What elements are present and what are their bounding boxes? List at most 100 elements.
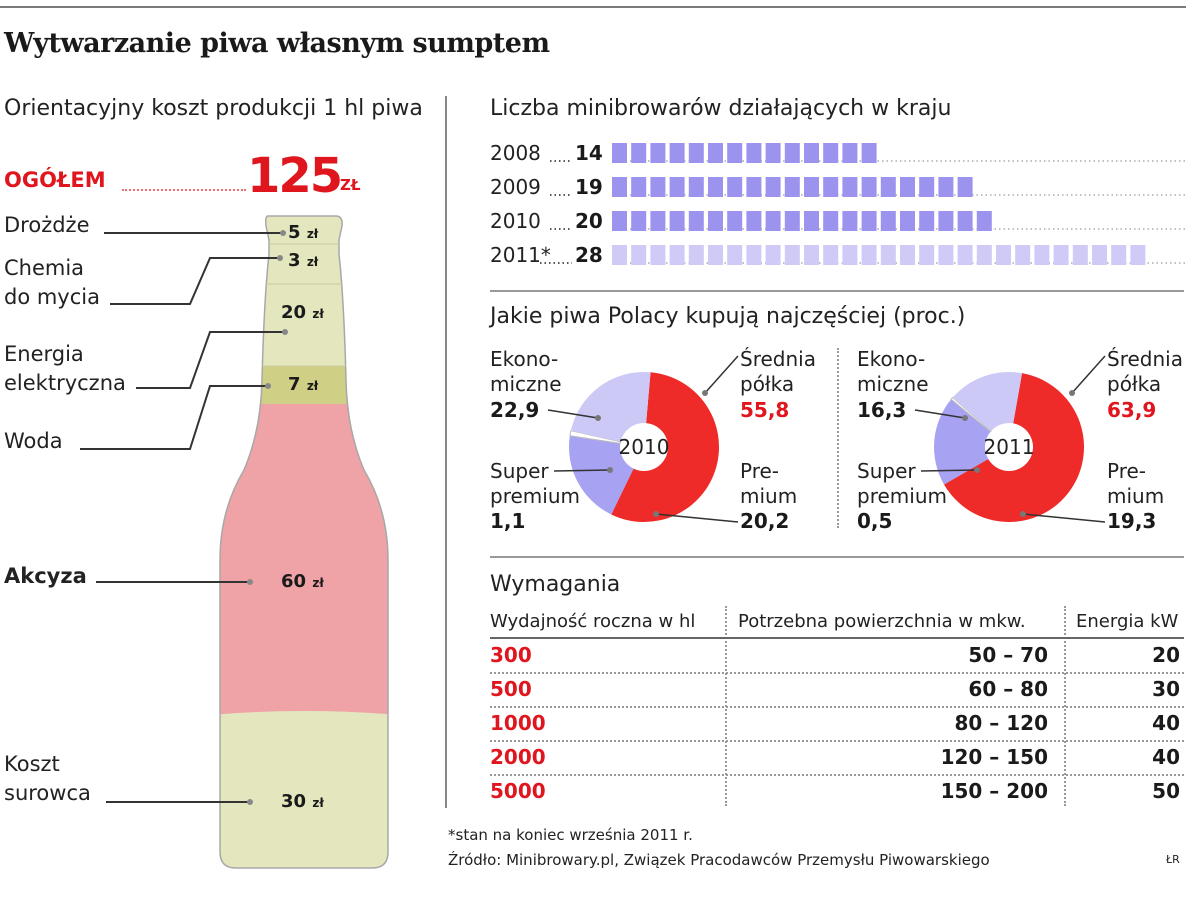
pie-leader-dot [607,467,613,473]
brewery-marker [823,211,839,231]
requirements-subtitle: Wymagania [490,572,621,597]
brewery-marker [880,211,896,231]
total-value: 125 [247,148,343,204]
year-2010: 2010 [490,209,541,233]
value-chemia: 3 zł [288,250,319,271]
table-cell: 50 [1152,779,1180,803]
pie-slice [950,396,992,433]
pie-leader [655,513,739,523]
brewery-marker [919,177,935,197]
brewery-marker [938,211,954,231]
pie2010-eko-label-1: Ekono- [490,347,559,371]
pie2011-sred-label-1: Średnia [1107,347,1183,371]
brewery-marker [631,245,647,265]
pie-slice [569,435,634,515]
brewery-marker [765,245,781,265]
brewery-marker [669,177,685,197]
brewery-marker [957,211,973,231]
brewery-marker [650,211,666,231]
pie-leader [1022,513,1106,523]
table-cell: 30 [1152,677,1180,701]
pie2011-sup-value: 0,5 [857,509,893,533]
value-woda: 7 zł [288,374,319,395]
pie2011-eko-label-1: Ekono- [857,347,926,371]
pie-year-label: 2011 [984,435,1035,459]
value-koszt: 30 zł [281,791,324,812]
pie-divider [837,348,839,528]
pie-leader-dot [1020,511,1026,517]
label-energia-2: elektryczna [4,371,126,395]
table-cell: 150 – 200 [940,779,1048,803]
value-energia: 20 zł [281,302,324,323]
total-label: OGÓŁEM [4,168,106,192]
label-drozdze: Drożdże [4,213,90,237]
brewery-marker [976,245,992,265]
table-cell: 1000 [490,711,546,735]
label-akcyza: Akcyza [4,564,87,588]
label-energia-1: Energia [4,342,84,366]
year-2009: 2009 [490,175,541,199]
brewery-marker [746,245,762,265]
brewery-marker [765,177,781,197]
pie2010-pre-label-2: mium [740,484,798,508]
label-woda: Woda [4,429,63,453]
brewery-marker [708,245,723,265]
brewery-marker [861,211,877,231]
table-row-rule [490,774,1184,776]
brewery-marker [938,245,954,265]
brewery-marker [861,245,877,265]
breweries-subtitle: Liczba minibrowarów działających w kraju [490,96,952,121]
brewery-marker [669,143,685,163]
page-title: Wytwarzanie piwa własnym sumptem [4,28,550,59]
pie-leader-dot [1069,390,1075,396]
cost-subtitle: Orientacyjny koszt produkcji 1 hl piwa [4,96,423,121]
brewery-marker [804,143,819,163]
brewery-marker [746,211,762,231]
table-header-rule [490,637,1184,639]
pie2010-sup-label-1: Super [490,459,549,483]
table-cell: 5000 [490,779,546,803]
brewery-marker [976,211,992,231]
brewery-marker [1130,245,1146,265]
brewery-marker [1111,245,1127,265]
pie-leader-dot [962,415,968,421]
source: Źródło: Minibrowary.pl, Związek Pracodaw… [448,851,990,869]
beer-subtitle: Jakie piwa Polacy kupują najczęściej (pr… [490,304,966,329]
brewery-marker [1072,245,1088,265]
table-row-rule [490,672,1184,674]
brewery-marker [746,177,762,197]
pie-leader-dot [595,415,601,421]
value-drozdze: 5 zł [288,222,319,243]
table-cell: 300 [490,643,532,667]
pie2011-sup-label-1: Super [857,459,916,483]
brewery-marker [631,143,647,163]
brewery-marker [900,211,915,231]
table-cell: 500 [490,677,532,701]
pie2011-pre-value: 19,3 [1107,509,1157,533]
pie2010-sup-value: 1,1 [490,509,526,533]
brewery-marker [823,177,839,197]
brewery-marker [957,177,973,197]
brewery-marker [823,143,839,163]
brewery-marker [688,177,704,197]
table-cell: 60 – 80 [968,677,1048,701]
brewery-marker [996,245,1011,265]
pie2011-pre-label-1: Pre- [1107,459,1147,483]
total-unit: ZŁ [340,176,361,194]
table-cell: 50 – 70 [968,643,1048,667]
table-cell: 20 [1152,643,1180,667]
count-2011: 28 [575,243,603,267]
table-row-rule [490,706,1184,708]
brewery-marker [650,245,666,265]
brewery-marker [842,245,858,265]
brewery-marker [708,211,723,231]
pie-leader [547,409,599,419]
table-cell: 40 [1152,745,1180,769]
table-header-area: Potrzebna powierzchnia w mkw. [738,611,1026,632]
pie2010-sred-label-1: Średnia [740,347,816,371]
brewery-marker [804,177,819,197]
brewery-marker [612,177,627,197]
brewery-marker [1053,245,1069,265]
